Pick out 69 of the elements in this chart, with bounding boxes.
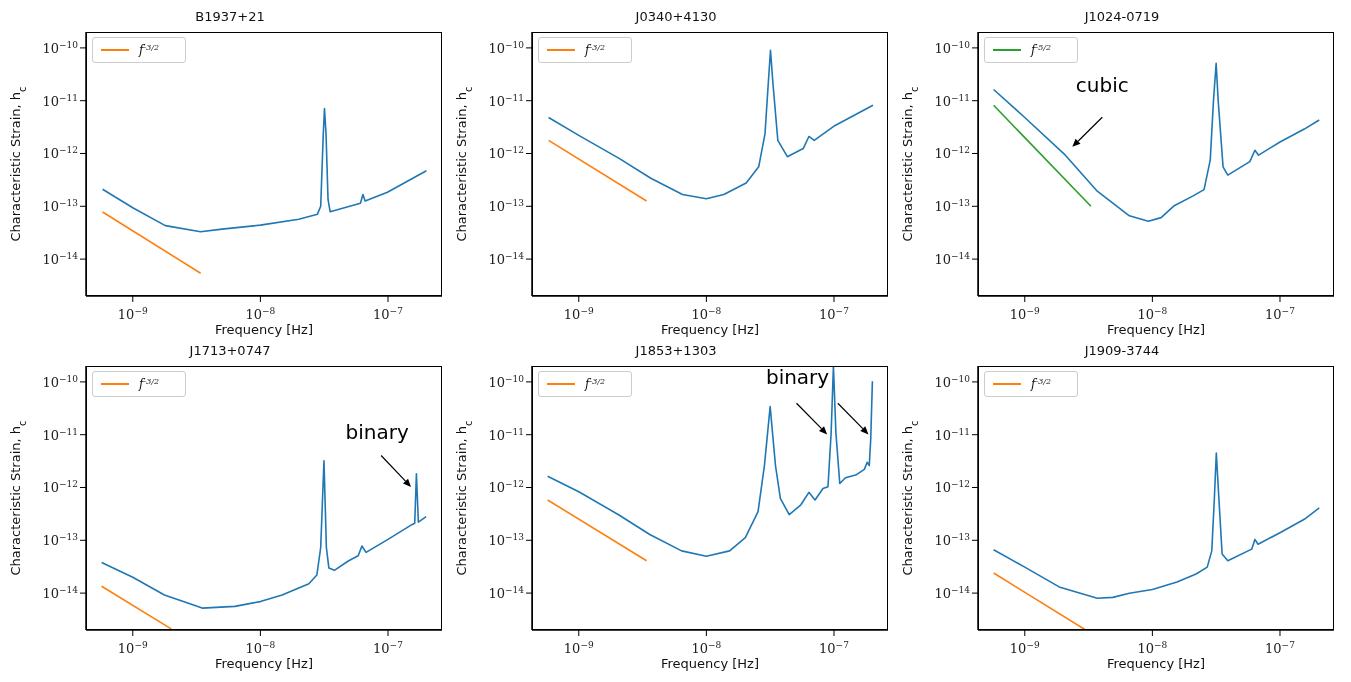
annotation: binary (345, 420, 409, 444)
x-tick-label: 10$^{−8}$ (691, 306, 722, 322)
x-axis-title: Frequency [Hz] (1106, 656, 1206, 671)
x-tick-label: 10$^{−8}$ (245, 640, 276, 656)
x-tick-label: 10$^{−7}$ (819, 306, 850, 322)
x-tick-label: 10$^{−9}$ (117, 640, 148, 656)
y-tick-label: 10$^{−10}$ (488, 39, 525, 56)
chart-title: J1909-3744 (1083, 342, 1161, 360)
y-tick-label: 10$^{−14}$ (42, 585, 79, 602)
y-tick-label: 10$^{−10}$ (488, 373, 525, 390)
chart-title: J1713+0747 (187, 342, 272, 360)
x-axis-title: Frequency [Hz] (660, 322, 760, 337)
y-tick-label: 10$^{−13}$ (42, 532, 79, 549)
y-tick-label: 10$^{−13}$ (488, 532, 525, 549)
x-tick-label: 10$^{−9}$ (117, 306, 148, 322)
x-tick-label: 10$^{−7}$ (373, 306, 404, 322)
legend-label: f$^{-3/2}$ (1030, 376, 1052, 391)
annotation: binary (765, 364, 830, 389)
x-tick-label: 10$^{−7}$ (1265, 306, 1296, 322)
x-axis-title: Frequency [Hz] (660, 656, 760, 671)
x-tick-label: 10$^{−7}$ (373, 640, 404, 656)
y-tick-label: 10$^{−10}$ (42, 373, 79, 390)
legend-label: f$^{-3/2}$ (138, 42, 160, 57)
y-tick-label: 10$^{−13}$ (488, 198, 525, 215)
x-tick-label: 10$^{−8}$ (1137, 306, 1168, 322)
legend-label: f$^{-3/2}$ (584, 42, 606, 57)
y-tick-label: 10$^{−13}$ (934, 198, 971, 215)
y-tick-label: 10$^{−12}$ (42, 479, 78, 496)
x-tick-label: 10$^{−8}$ (691, 640, 722, 656)
chart-title: J1024-0719 (1083, 8, 1161, 26)
x-tick-label: 10$^{−9}$ (1009, 640, 1040, 656)
x-axis-title: Frequency [Hz] (214, 656, 314, 671)
y-tick-label: 10$^{−10}$ (934, 373, 971, 390)
legend-label: f$^{-3/2}$ (138, 376, 160, 391)
y-tick-label: 10$^{−12}$ (42, 145, 78, 162)
legend-label: f$^{-5/2}$ (1030, 42, 1052, 57)
x-tick-label: 10$^{−8}$ (1137, 640, 1168, 656)
chart-title: J1853+1303 (633, 342, 718, 360)
y-tick-label: 10$^{−14}$ (934, 585, 971, 602)
x-tick-label: 10$^{−8}$ (245, 306, 276, 322)
y-tick-label: 10$^{−10}$ (42, 39, 79, 56)
y-tick-label: 10$^{−12}$ (934, 479, 970, 496)
annotation: cubic (1075, 72, 1129, 97)
y-tick-label: 10$^{−11}$ (934, 426, 970, 443)
y-tick-label: 10$^{−13}$ (934, 532, 971, 549)
y-tick-label: 10$^{−12}$ (488, 479, 524, 496)
y-tick-label: 10$^{−11}$ (42, 92, 78, 109)
x-tick-label: 10$^{−7}$ (1265, 640, 1296, 656)
chart-title: J0340+4130 (633, 8, 718, 26)
x-tick-label: 10$^{−9}$ (563, 306, 594, 322)
y-tick-label: 10$^{−12}$ (488, 145, 524, 162)
y-tick-label: 10$^{−11}$ (488, 92, 524, 109)
legend-label: f$^{-3/2}$ (584, 376, 606, 391)
x-tick-label: 10$^{−7}$ (819, 640, 850, 656)
y-tick-label: 10$^{−13}$ (42, 198, 79, 215)
x-tick-label: 10$^{−9}$ (563, 640, 594, 656)
y-tick-label: 10$^{−14}$ (488, 251, 525, 268)
y-tick-label: 10$^{−14}$ (42, 251, 79, 268)
y-tick-label: 10$^{−11}$ (934, 92, 970, 109)
x-tick-label: 10$^{−9}$ (1009, 306, 1040, 322)
y-tick-label: 10$^{−12}$ (934, 145, 970, 162)
chart-title: B1937+21 (194, 8, 266, 26)
x-axis-title: Frequency [Hz] (214, 322, 314, 337)
y-tick-label: 10$^{−11}$ (42, 426, 78, 443)
y-tick-label: 10$^{−14}$ (934, 251, 971, 268)
y-tick-label: 10$^{−10}$ (934, 39, 971, 56)
y-tick-label: 10$^{−11}$ (488, 426, 524, 443)
y-tick-label: 10$^{−14}$ (488, 585, 525, 602)
x-axis-title: Frequency [Hz] (1106, 322, 1206, 337)
